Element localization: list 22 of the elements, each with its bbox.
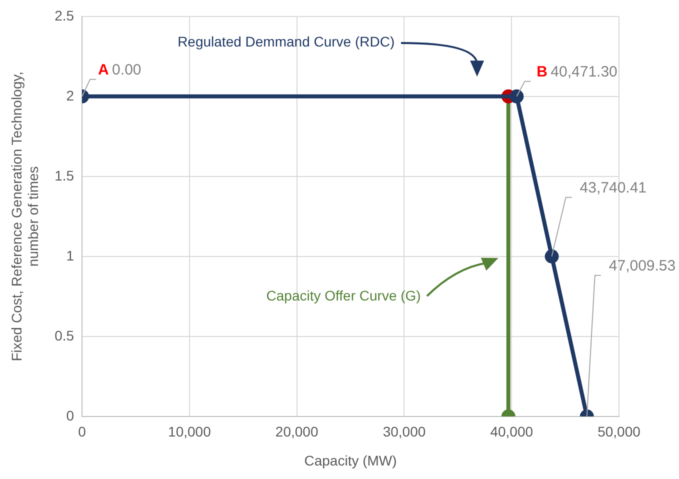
- y-tick-label: 0.5: [54, 327, 74, 344]
- annotation: A: [98, 62, 110, 79]
- annotation: 0.00: [112, 62, 142, 79]
- x-tick-label: 50,000: [598, 424, 641, 440]
- y-tick-label: 1.5: [54, 167, 74, 184]
- annotation: Capacity Offer Curve (G): [266, 287, 421, 304]
- annotation: 40,471.30: [550, 64, 618, 81]
- annotation: 43,740.41: [580, 180, 647, 197]
- y-axis-title: Fixed Cost, Reference Generation Technology, number of times: [8, 72, 42, 362]
- y-tick-label: 2: [66, 87, 74, 104]
- y-tick-label: 1: [66, 247, 74, 264]
- x-tick-label: 0: [78, 424, 86, 440]
- x-tick-label: 30,000: [382, 424, 426, 440]
- annotation: 47,009.53: [608, 258, 676, 275]
- y-tick-label: 0: [66, 407, 74, 424]
- x-axis-title: Capacity (MW): [304, 452, 397, 468]
- x-tick-label: 40,000: [490, 424, 534, 440]
- annotation: Regulated Demmand Curve (RDC): [178, 34, 395, 50]
- x-tick-label: 10,000: [168, 424, 212, 440]
- annotation: B: [536, 64, 548, 81]
- y-tick-label: 2.5: [54, 7, 74, 24]
- x-tick-label: 20,000: [275, 424, 318, 440]
